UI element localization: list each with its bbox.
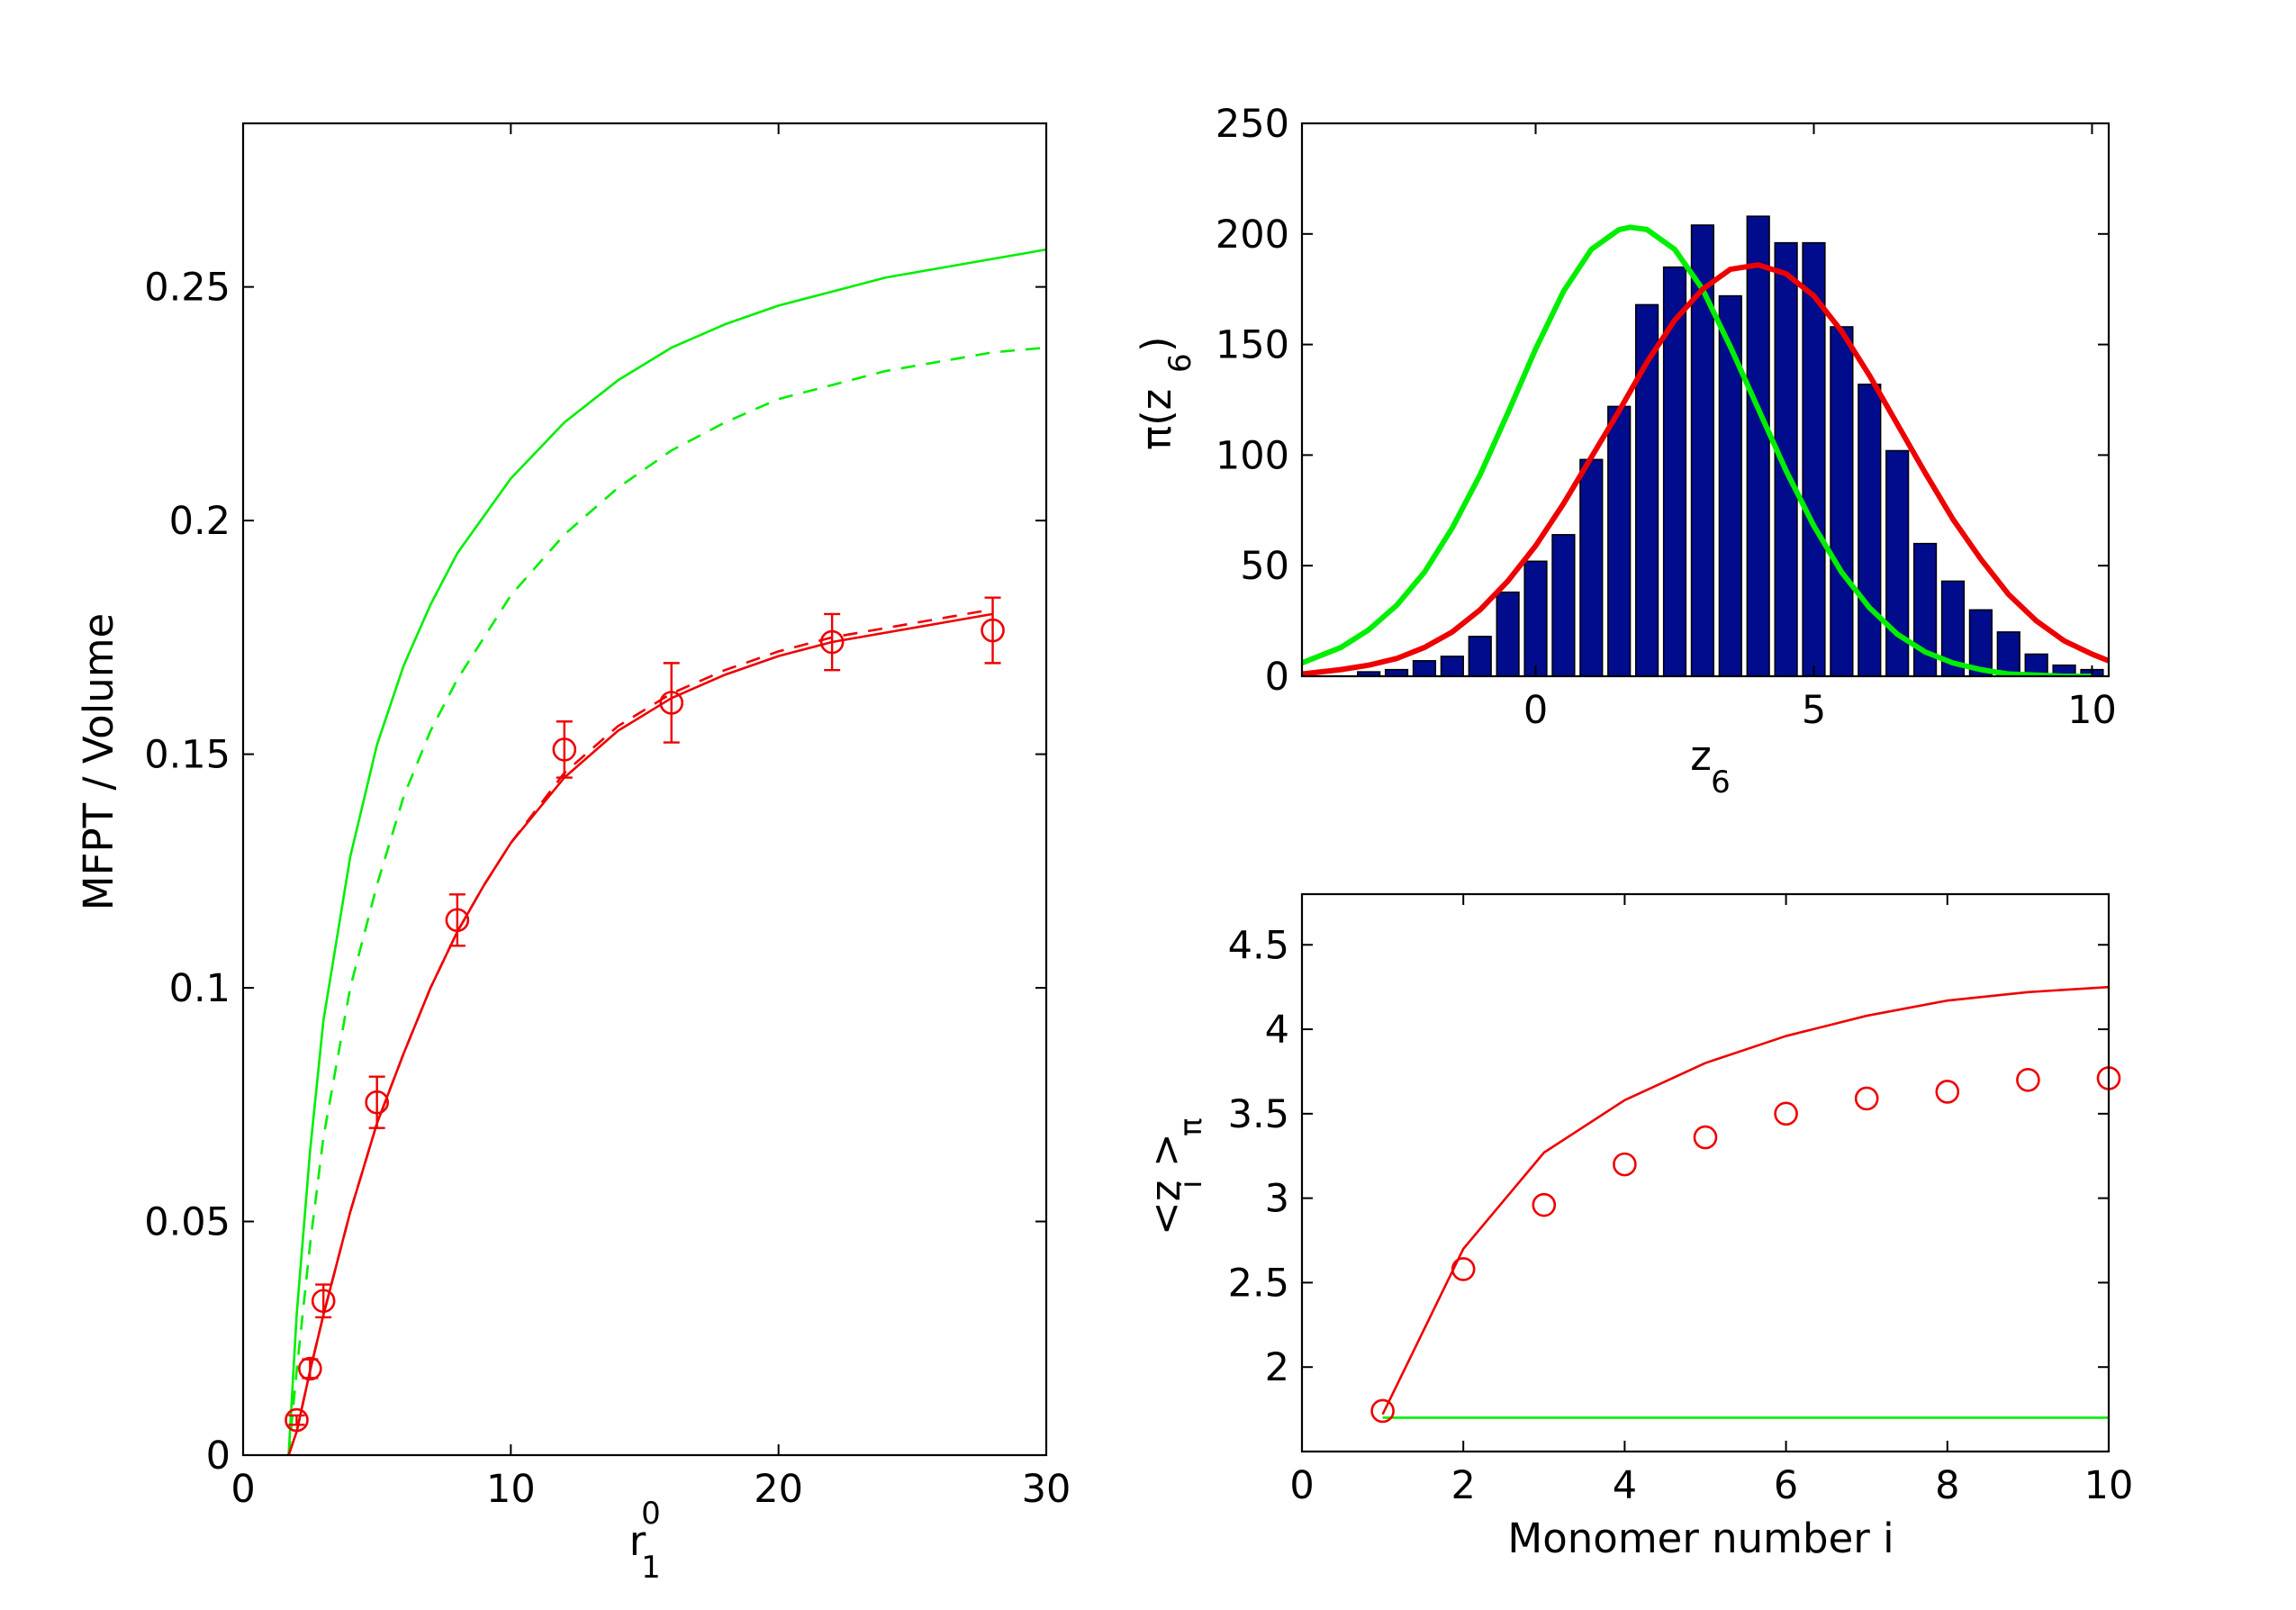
mean-z-ytick-label: 2.5 — [1228, 1261, 1289, 1306]
histogram-bar — [1357, 671, 1381, 676]
panel-mean-z-ylabel-right: > — [1142, 1133, 1189, 1167]
mean-z-data-point — [1854, 1086, 1879, 1111]
mean-z-xtick-label: 0 — [1289, 1463, 1314, 1508]
histogram-bar — [1412, 660, 1437, 676]
mean-z-xtick-label: 10 — [2084, 1463, 2134, 1508]
mfpt-ytick-label: 0.1 — [169, 966, 231, 1011]
histogram-series-line-0 — [1302, 224, 2093, 676]
panel-histogram-ylabel: π(z — [1133, 389, 1180, 450]
mfpt-series-line-3 — [287, 608, 993, 1455]
mfpt-data-point — [819, 629, 845, 655]
histogram-bar — [1551, 534, 1576, 676]
histogram-xtick-label: 10 — [2067, 688, 2117, 733]
mean-z-data-point — [1451, 1257, 1476, 1281]
histogram-bar — [1496, 591, 1520, 676]
panel-histogram-ylabel-group: π(z 6 ) — [1133, 336, 1198, 450]
histogram-series-line-1 — [1302, 262, 2109, 676]
histogram-bar — [1607, 405, 1632, 676]
histogram-ytick-label: 200 — [1216, 213, 1289, 258]
histogram-bar — [1523, 560, 1548, 676]
mfpt-ytick-label: 0.25 — [144, 266, 231, 311]
mean-z-ytick-label: 4 — [1265, 1008, 1289, 1053]
mean-z-data-point — [1693, 1125, 1718, 1150]
panel-mfpt-xlabel: r — [629, 1517, 646, 1565]
histogram-plot-area — [1302, 215, 2109, 676]
mean-z-plot-area — [1381, 985, 2109, 1419]
mfpt-ytick-label: 0.2 — [169, 499, 231, 544]
panel-mfpt-xlabel-superscript: 0 — [641, 1496, 661, 1532]
panel-histogram-xlabel-subscript: 6 — [1711, 764, 1731, 800]
mean-z-ytick-label: 3.5 — [1228, 1092, 1289, 1137]
histogram-ytick-label: 150 — [1216, 323, 1289, 368]
mean-z-data-point — [1532, 1192, 1557, 1217]
mfpt-series-line-0 — [287, 248, 1046, 1455]
mean-z-data-point — [1613, 1152, 1637, 1177]
panel-mean-z-ylabel-group: <z i > π — [1142, 1118, 1209, 1235]
mfpt-data-point — [311, 1289, 336, 1314]
histogram-bar — [1885, 449, 1910, 676]
panel-histogram-ylabel-subscript: 6 — [1162, 353, 1198, 373]
panel-mean-z: 0 2 4 6 8 10 2 2.5 3 3.5 4 4.5 — [1228, 892, 2134, 1508]
mfpt-axes-box — [241, 122, 1048, 1457]
histogram-xtick-label: 5 — [1802, 688, 1826, 733]
mfpt-xtick-label: 0 — [231, 1467, 255, 1512]
mfpt-data-point — [552, 737, 577, 762]
mfpt-xtick-label: 30 — [1022, 1467, 1071, 1512]
histogram-axes-box — [1300, 122, 2111, 678]
mean-z-xtick-label: 6 — [1774, 1463, 1798, 1508]
mean-z-data-point — [1935, 1080, 1960, 1104]
mfpt-series-line-1 — [287, 346, 1046, 1455]
mfpt-data-point — [659, 691, 684, 715]
mfpt-data-point — [365, 1090, 389, 1115]
mfpt-data-point — [298, 1356, 322, 1381]
histogram-ytick-label: 50 — [1240, 544, 1289, 589]
panel-mean-z-ylabel-left: <z — [1142, 1180, 1189, 1235]
mean-z-xtick-label: 4 — [1613, 1463, 1637, 1508]
mean-z-data-point — [1370, 1398, 1395, 1424]
histogram-ytick-label: 0 — [1265, 655, 1289, 700]
mean-z-ytick-label: 2 — [1265, 1345, 1289, 1390]
mean-z-data-point — [1774, 1101, 1798, 1126]
histogram-bar — [1746, 215, 1770, 676]
histogram-bar — [1440, 656, 1464, 676]
mean-z-xtick-label: 2 — [1451, 1463, 1476, 1508]
mfpt-data-point — [981, 618, 1005, 643]
mean-z-xtick-label: 8 — [1935, 1463, 1959, 1508]
histogram-bar — [1718, 294, 1742, 676]
histogram-bar — [1802, 241, 1826, 676]
mean-z-axes-box — [1300, 892, 2111, 1453]
mfpt-xtick-label: 10 — [486, 1467, 536, 1512]
mfpt-ytick-label: 0.05 — [144, 1200, 231, 1245]
panel-mfpt-xlabel-subscript: 1 — [641, 1550, 661, 1586]
panel-histogram-ylabel-close: ) — [1133, 336, 1180, 352]
histogram-bar — [1384, 668, 1409, 676]
histogram-bar — [1579, 458, 1604, 676]
mfpt-xtick-label: 20 — [754, 1467, 803, 1512]
mean-z-data-point — [2016, 1068, 2040, 1092]
mfpt-data-point — [445, 908, 470, 933]
histogram-bar — [1858, 384, 1882, 676]
histogram-bar — [1468, 636, 1492, 676]
mean-z-series-line-0 — [1381, 985, 2109, 1416]
histogram-bar — [1830, 326, 1854, 676]
panel-mfpt: 0 10 20 30 0 0.05 0.1 0.15 0.2 0.25 — [144, 122, 1071, 1512]
histogram-ytick-label: 100 — [1216, 433, 1289, 478]
histogram-ytick-label: 250 — [1216, 102, 1289, 147]
mfpt-ytick-label: 0 — [206, 1434, 231, 1479]
histogram-xtick-label: 0 — [1523, 688, 1548, 733]
panel-mean-z-ylabel-subscript-pi: π — [1173, 1118, 1209, 1136]
panel-histogram-xlabel: z — [1690, 732, 1712, 780]
mfpt-ytick-label: 0.15 — [144, 733, 231, 778]
panel-mean-z-xlabel: Monomer number i — [1507, 1515, 1894, 1562]
histogram-bar — [1996, 631, 2020, 676]
mean-z-ytick-label: 4.5 — [1228, 923, 1289, 968]
panel-mfpt-ylabel: MFPT / Volume — [75, 613, 122, 910]
panel-mean-z-ylabel-subscript-i: i — [1173, 1180, 1209, 1189]
mfpt-data-point — [285, 1407, 309, 1433]
mean-z-ytick-label: 3 — [1265, 1177, 1289, 1222]
mfpt-plot-area — [287, 248, 1046, 1455]
